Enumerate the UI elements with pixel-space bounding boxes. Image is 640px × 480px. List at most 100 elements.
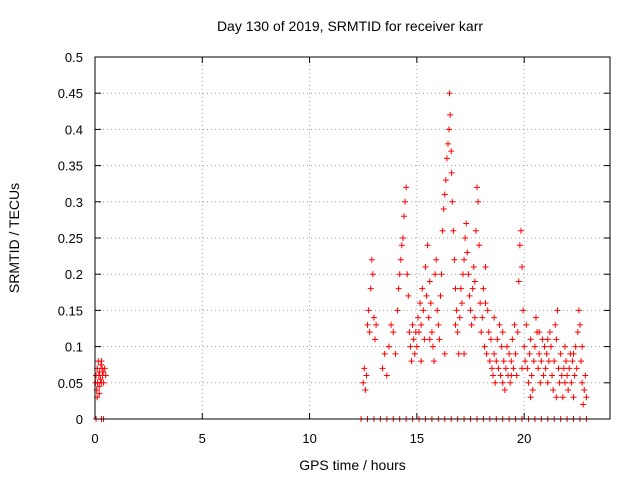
data-point	[102, 372, 109, 379]
data-point	[394, 307, 401, 314]
data-point	[438, 271, 445, 278]
y-tick-label: 0.35	[58, 159, 83, 174]
data-point	[552, 321, 559, 328]
data-point	[461, 256, 468, 263]
data-point	[446, 126, 453, 133]
data-point	[457, 285, 464, 292]
data-point	[557, 350, 564, 357]
data-point	[367, 285, 374, 292]
data-point	[405, 292, 412, 299]
data-point	[501, 387, 508, 394]
data-point	[482, 300, 489, 307]
data-point	[362, 387, 369, 394]
data-point	[527, 336, 534, 343]
data-point	[574, 329, 581, 336]
data-point	[497, 372, 504, 379]
data-point	[502, 365, 509, 372]
data-point	[526, 350, 533, 357]
y-tick-label: 0.15	[58, 303, 83, 318]
data-point	[509, 336, 516, 343]
data-point	[372, 336, 379, 343]
data-point	[446, 90, 453, 97]
data-point	[507, 379, 514, 386]
data-point	[493, 358, 500, 365]
data-point	[483, 350, 490, 357]
data-point	[561, 379, 568, 386]
data-point	[525, 379, 532, 386]
data-point	[566, 365, 573, 372]
data-point	[360, 379, 367, 386]
data-point	[492, 379, 499, 386]
y-axis-label: SRMTID / TECUs	[6, 183, 22, 293]
data-point	[431, 358, 438, 365]
data-point	[97, 376, 104, 383]
data-point	[428, 329, 435, 336]
data-point	[482, 263, 489, 270]
data-point	[399, 235, 406, 241]
data-point	[419, 285, 426, 292]
data-point	[540, 372, 547, 379]
data-point	[513, 372, 520, 379]
data-point	[551, 358, 558, 365]
data-point	[461, 350, 468, 357]
data-point	[553, 336, 560, 343]
data-point	[508, 358, 515, 365]
data-point	[366, 329, 373, 336]
data-point	[499, 329, 506, 336]
data-point	[564, 372, 571, 379]
data-point	[582, 372, 589, 379]
data-point	[580, 401, 587, 408]
data-point	[361, 365, 368, 372]
data-point	[395, 285, 402, 292]
x-tick-label: 15	[410, 431, 424, 446]
data-point	[520, 307, 527, 314]
data-point	[528, 372, 535, 379]
data-point	[571, 372, 578, 379]
data-point	[442, 177, 449, 184]
data-point	[370, 314, 377, 321]
data-point	[439, 227, 446, 234]
data-point	[570, 350, 577, 357]
data-point	[488, 365, 495, 372]
data-point	[383, 372, 390, 379]
data-point	[463, 220, 470, 227]
data-point	[404, 271, 411, 278]
data-point	[499, 379, 506, 386]
data-point	[390, 329, 397, 336]
data-point	[100, 368, 107, 375]
data-point	[543, 350, 550, 357]
data-point	[536, 350, 543, 357]
data-point	[490, 372, 497, 379]
data-point	[549, 372, 556, 379]
data-point	[421, 336, 428, 343]
data-point	[515, 278, 522, 285]
x-tick-label: 5	[199, 431, 206, 446]
data-point	[402, 198, 409, 205]
data-point	[427, 300, 434, 307]
data-point	[561, 343, 568, 350]
y-tick-label: 0	[76, 412, 83, 427]
data-point	[524, 365, 531, 372]
data-point	[462, 235, 469, 241]
data-point	[456, 314, 463, 321]
data-point	[98, 358, 105, 365]
data-point	[508, 372, 515, 379]
data-point	[408, 358, 415, 365]
data-point	[454, 329, 461, 336]
data-point	[519, 263, 526, 270]
data-point	[537, 379, 544, 386]
data-point	[484, 307, 491, 314]
data-point	[496, 321, 503, 328]
data-point	[531, 343, 538, 350]
data-point	[510, 365, 517, 372]
chart-title: Day 130 of 2019, SRMTID for receiver kar…	[217, 18, 483, 34]
data-point	[424, 242, 431, 249]
data-point	[414, 314, 421, 321]
data-point	[494, 336, 501, 343]
data-point	[500, 358, 507, 365]
data-point	[554, 307, 561, 314]
data-point	[572, 343, 579, 350]
data-point	[417, 300, 424, 307]
y-tick-label: 0.4	[65, 122, 83, 137]
data-point	[441, 191, 448, 198]
